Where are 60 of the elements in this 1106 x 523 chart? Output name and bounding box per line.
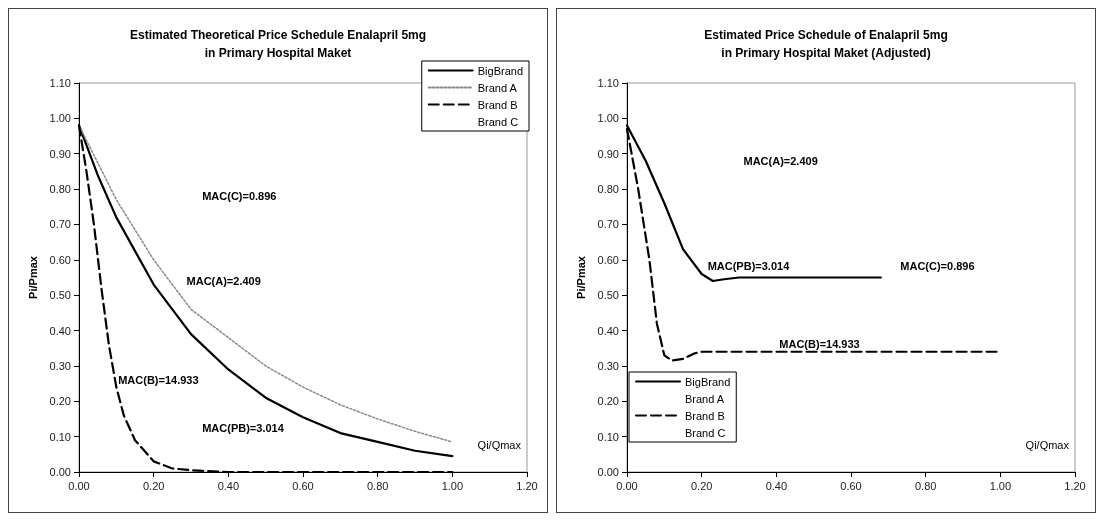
y-tick-label: 0.60 (597, 253, 619, 266)
x-tick-label: 1.20 (1064, 479, 1086, 492)
y-tick-label: 0.10 (597, 430, 619, 443)
y-tick-label: 0.30 (49, 359, 71, 372)
y-tick-label: 0.60 (49, 253, 71, 266)
x-tick-label: 1.00 (441, 479, 464, 492)
annotation: MAC(PB)=3.014 (707, 259, 791, 272)
y-tick-label: 0.00 (597, 466, 619, 478)
legend-label: Brand B (477, 98, 518, 111)
y-tick-label: 0.40 (49, 324, 71, 337)
y-tick-label: 0.70 (597, 218, 619, 231)
y-tick-label: 0.50 (49, 289, 71, 302)
y-tick-label: 0.30 (597, 359, 619, 372)
x-tick-label: 0.80 (914, 479, 937, 492)
y-tick-label: 0.40 (597, 324, 619, 337)
y-tick-label: 0.90 (597, 147, 619, 160)
x-tick-label: 0.20 (690, 479, 713, 492)
annotation: MAC(B)=14.933 (779, 337, 860, 350)
legend-label: Brand A (477, 81, 518, 94)
y-tick-label: 0.10 (49, 430, 71, 443)
annotation: MAC(A)=2.409 (186, 275, 261, 288)
x-tick-label: 0.40 (217, 479, 240, 492)
chart-title: Estimated Price Schedule of Enalapril 5mg in Primary Hospital Maket (Adjusted) (704, 28, 948, 60)
x-tick-label: 0.00 (616, 479, 638, 492)
x-tick-label: 0.00 (68, 479, 90, 492)
y-tick-label: 0.00 (49, 466, 71, 478)
y-tick-label: 1.10 (49, 77, 71, 89)
annotation: MAC(B)=14.933 (118, 374, 199, 387)
text: Brand A (685, 392, 725, 405)
y-tick-label: 1.00 (49, 112, 71, 125)
y-tick-label: 0.70 (49, 218, 71, 231)
annotation: MAC(C)=0.896 (900, 259, 975, 272)
x-axis-title: Qi/Qmax (477, 438, 522, 451)
y-tick-label: 0.50 (597, 289, 619, 302)
x-tick-label: 1.20 (516, 479, 538, 492)
y-tick-label: 0.90 (49, 147, 71, 160)
annotation: MAC(C)=0.896 (202, 189, 277, 202)
y-tick-label: 1.10 (597, 77, 619, 89)
y-tick-label: 0.80 (49, 183, 71, 196)
x-axis-title: Qi/Qmax (1025, 438, 1070, 451)
chart-title: Estimated Theoretical Price Schedule Enalapril 5mg in Primary Hospital Maket (129, 28, 427, 60)
y-axis-title: Pi/Pmax (575, 255, 588, 299)
y-tick-label: 0.20 (49, 395, 71, 408)
y-tick-label: 0.20 (597, 395, 619, 408)
text: Brand C (477, 115, 519, 128)
legend-label: Brand B (685, 409, 725, 422)
x-tick-label: 0.60 (840, 479, 862, 492)
x-tick-label: 0.40 (765, 479, 788, 492)
x-tick-label: 1.00 (989, 479, 1012, 492)
legend-label: BigBrand (685, 375, 731, 388)
x-tick-label: 0.80 (366, 479, 389, 492)
y-tick-label: 0.80 (597, 183, 619, 196)
y-axis-title: Pi/Pmax (27, 255, 40, 299)
legend-label: BigBrand (477, 64, 524, 77)
x-tick-label: 0.20 (142, 479, 165, 492)
annotation: MAC(PB)=3.014 (202, 421, 285, 434)
annotation: MAC(A)=2.409 (743, 154, 818, 167)
y-tick-label: 1.00 (597, 112, 619, 125)
x-tick-label: 0.60 (292, 479, 314, 492)
text: Brand C (685, 426, 726, 439)
